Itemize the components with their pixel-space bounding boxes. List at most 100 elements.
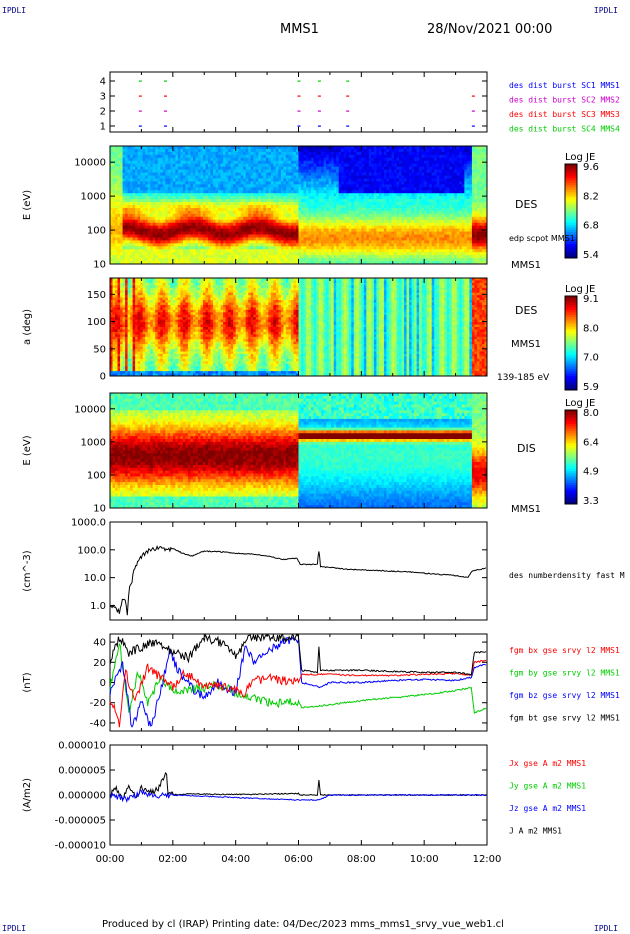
- heat-cell: [419, 178, 423, 182]
- heat-cell: [368, 160, 372, 165]
- heat-cell: [243, 148, 247, 153]
- heat-cell: [172, 240, 176, 244]
- heat-cell: [180, 187, 184, 191]
- heat-cell: [378, 207, 382, 212]
- heat-cell: [303, 199, 307, 203]
- heat-cell: [137, 178, 141, 182]
- heat-cell: [215, 255, 219, 259]
- heat-cell: [295, 148, 299, 153]
- heat-cell: [145, 157, 149, 162]
- heat-cell: [250, 231, 254, 235]
- heat-cell: [419, 213, 423, 218]
- heat-cell: [353, 146, 357, 150]
- heat-cell: [112, 246, 116, 250]
- heat-cell: [406, 146, 410, 150]
- heat-cell: [245, 243, 249, 247]
- heat-cell: [351, 163, 355, 168]
- heat-cell: [112, 252, 116, 256]
- heat-cell: [323, 187, 327, 191]
- heat-cell: [167, 249, 171, 253]
- heat-cell: [152, 207, 156, 212]
- heat-cell: [192, 196, 196, 200]
- heat-cell: [172, 252, 176, 256]
- heat-cell: [386, 261, 390, 265]
- heat-cell: [228, 207, 232, 212]
- heat-cell: [285, 228, 289, 232]
- heat-cell: [295, 225, 299, 229]
- heat-cell: [285, 187, 289, 191]
- heat-cell: [416, 151, 420, 156]
- heat-cell: [275, 234, 279, 238]
- heat-cell: [180, 163, 184, 168]
- heat-cell: [185, 261, 189, 265]
- heat-cell: [187, 172, 191, 176]
- heat-cell: [381, 207, 385, 212]
- heat-cell: [135, 157, 139, 162]
- heat-cell: [233, 169, 237, 173]
- heat-cell: [321, 261, 325, 265]
- heat-cell: [363, 216, 367, 221]
- heat-cell: [220, 219, 224, 224]
- heat-cell: [285, 169, 289, 173]
- heat-cell: [268, 237, 272, 241]
- heat-cell: [145, 210, 149, 215]
- heat-cell: [147, 252, 151, 256]
- heat-cell: [338, 160, 342, 165]
- heat-cell: [293, 184, 297, 188]
- heat-cell: [283, 172, 287, 176]
- heat-cell: [409, 261, 412, 265]
- heat-cell: [110, 255, 113, 259]
- heat-cell: [228, 151, 232, 156]
- heat-cell: [152, 178, 156, 182]
- corner-label-bottom-left: IPDLI: [2, 924, 27, 933]
- heat-cell: [145, 184, 149, 188]
- heat-cell: [122, 163, 126, 168]
- heat-cell: [137, 205, 141, 209]
- heat-cell: [383, 219, 387, 224]
- heat-cell: [213, 228, 216, 232]
- heat-cell: [110, 210, 113, 215]
- corner-label-bottom-right: IPDLI: [593, 924, 618, 933]
- heat-cell: [125, 172, 128, 176]
- heat-cell: [331, 199, 335, 203]
- heat-cell: [167, 148, 171, 153]
- heat-cell: [122, 213, 126, 218]
- heat-cell: [419, 146, 423, 150]
- heat-cell: [353, 178, 357, 182]
- heat-cell: [142, 243, 146, 247]
- heat-cell: [378, 166, 382, 170]
- heat-cell: [404, 219, 407, 224]
- heat-cell: [278, 199, 282, 203]
- heat-cell: [187, 154, 191, 159]
- heat-cell: [125, 166, 128, 170]
- heat-cell: [351, 222, 355, 227]
- heat-cell: [358, 169, 362, 173]
- heat-cell: [321, 252, 325, 256]
- heat-cell: [265, 240, 269, 244]
- heat-cell: [233, 210, 237, 215]
- heat-cell: [245, 213, 249, 218]
- heat-cell: [110, 249, 113, 253]
- heat-cell: [318, 261, 322, 265]
- heat-cell: [404, 225, 407, 229]
- heat-cell: [230, 207, 234, 212]
- heat-cell: [396, 193, 400, 197]
- heat-cell: [278, 172, 282, 176]
- heat-cell: [386, 154, 390, 159]
- heat-cell: [399, 202, 402, 206]
- heat-cell: [192, 148, 196, 153]
- heat-cell: [177, 169, 181, 173]
- heat-cell: [180, 175, 184, 179]
- heat-cell: [414, 172, 418, 176]
- heat-cell: [288, 216, 292, 221]
- heat-cell: [152, 193, 156, 197]
- heat-cell: [328, 222, 332, 227]
- heat-cell: [225, 163, 229, 168]
- heat-cell: [187, 169, 191, 173]
- heat-cell: [295, 169, 299, 173]
- heat-cell: [223, 199, 227, 203]
- heat-cell: [215, 151, 219, 156]
- heat-cell: [253, 234, 257, 238]
- heat-cell: [172, 237, 176, 241]
- heat-cell: [416, 252, 420, 256]
